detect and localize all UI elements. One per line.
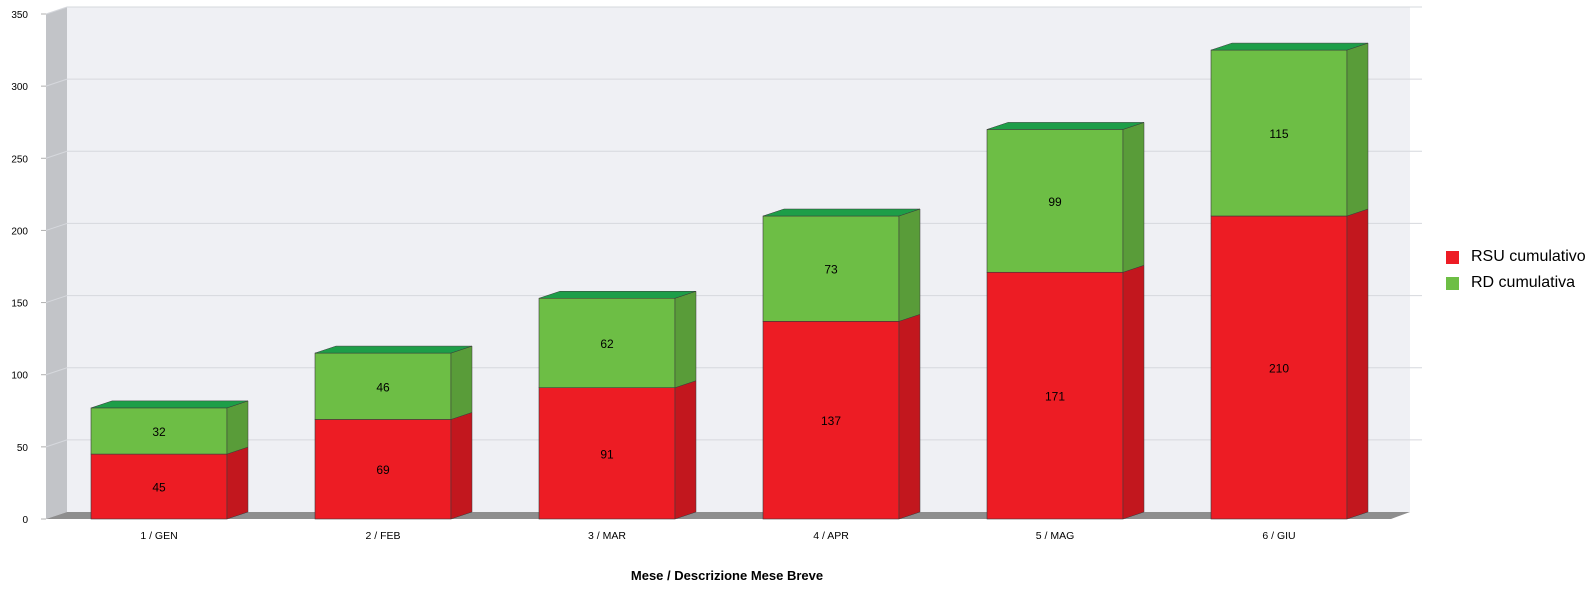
legend: RSU cumulativo RD cumulativa <box>1446 244 1586 296</box>
bar-side <box>1346 42 1369 217</box>
floor <box>46 512 1410 519</box>
data-label: 210 <box>1269 362 1289 376</box>
data-label: 73 <box>824 263 838 277</box>
data-label: 46 <box>376 380 390 394</box>
bar-side <box>674 380 697 520</box>
bar-front <box>538 387 676 520</box>
bar-front <box>90 453 228 520</box>
y-tick-label: 250 <box>11 154 28 165</box>
data-label: 69 <box>376 463 390 477</box>
gridline-side <box>45 78 68 87</box>
bar-side <box>1122 122 1145 273</box>
bar-top <box>762 208 921 217</box>
bar-side <box>450 412 473 520</box>
bar-front <box>538 297 676 389</box>
x-tick-label: 6 / GIU <box>1262 530 1295 542</box>
y-tick-label: 50 <box>17 443 29 454</box>
y-tick-label: 150 <box>11 299 28 310</box>
x-tick-label: 3 / MAR <box>588 530 626 542</box>
bar-front <box>762 321 900 520</box>
data-label: 32 <box>152 425 166 439</box>
gridline-side <box>45 439 68 448</box>
bar-front <box>314 419 452 520</box>
gridline-side <box>45 295 68 304</box>
y-tick-label: 100 <box>11 371 28 382</box>
gridline-side <box>45 6 68 15</box>
bar-front <box>90 407 228 455</box>
bar-side <box>1346 208 1369 520</box>
bar-front <box>986 129 1124 273</box>
bar-front <box>1210 215 1348 520</box>
bar-front <box>1210 49 1348 217</box>
y-tick-label: 0 <box>22 515 28 526</box>
bar-side <box>226 400 249 455</box>
data-label: 91 <box>600 447 614 461</box>
bar-side <box>450 345 473 420</box>
data-label: 99 <box>1048 195 1062 209</box>
left-wall <box>46 7 67 519</box>
x-tick-label: 5 / MAG <box>1036 530 1075 542</box>
bar-top <box>314 345 473 354</box>
bar-side <box>898 313 921 520</box>
legend-label: RSU cumulativo <box>1471 248 1586 265</box>
legend-swatch <box>1446 276 1459 290</box>
x-tick-label: 1 / GEN <box>140 530 177 542</box>
data-label: 137 <box>821 414 841 428</box>
legend-item: RD cumulativa <box>1446 270 1586 296</box>
x-tick-label: 2 / FEB <box>365 530 400 542</box>
x-axis-title: Mese / Descrizione Mese Breve <box>631 568 823 583</box>
bar-top <box>1210 42 1369 51</box>
y-tick-label: 350 <box>11 10 28 21</box>
y-tick-label: 200 <box>11 226 28 237</box>
bar-top <box>538 290 697 299</box>
bar-side <box>674 290 697 389</box>
gridline-side <box>45 222 68 231</box>
gridline-side <box>45 150 68 159</box>
bar-side <box>226 446 249 520</box>
x-tick-label: 4 / APR <box>813 530 849 542</box>
data-label: 45 <box>152 481 166 495</box>
y-tick-label: 300 <box>11 82 28 93</box>
legend-swatch <box>1446 250 1459 264</box>
data-label: 171 <box>1045 390 1065 404</box>
bar-front <box>762 215 900 322</box>
back-wall <box>67 7 1410 512</box>
bar-top <box>986 122 1145 130</box>
data-label: 115 <box>1269 127 1288 141</box>
bar-top <box>90 400 249 409</box>
bar-side <box>898 208 921 322</box>
legend-item: RSU cumulativo <box>1446 244 1586 270</box>
bar-side <box>1122 264 1145 520</box>
data-label: 62 <box>600 337 614 351</box>
gridline-side <box>45 367 68 376</box>
legend-label: RD cumulativa <box>1471 274 1576 291</box>
